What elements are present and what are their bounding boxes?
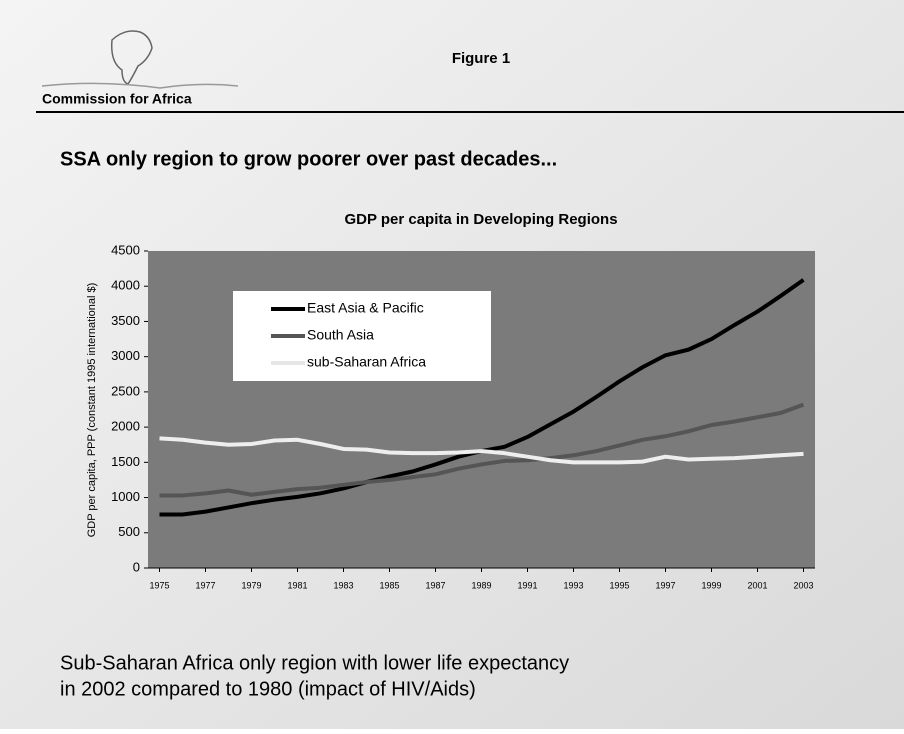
y-tick-label: 3500	[111, 313, 140, 328]
logo-africa	[110, 30, 153, 85]
headline: SSA only region to grow poorer over past…	[60, 148, 557, 170]
chart-title: GDP per capita in Developing Regions	[344, 211, 617, 228]
x-tick-label: 1999	[701, 580, 721, 590]
x-tick-label: 1993	[563, 580, 583, 590]
x-tick-label: 2003	[793, 580, 813, 590]
y-tick-label: 500	[118, 524, 140, 539]
x-tick-label: 1975	[149, 580, 169, 590]
legend-label: sub-Saharan Africa	[307, 354, 426, 370]
y-axis-label: GDP per capita, PPP (constant 1995 inter…	[86, 283, 98, 538]
y-tick-label: 2000	[111, 419, 140, 434]
x-tick-label: 1983	[333, 580, 353, 590]
x-tick-label: 1997	[655, 580, 675, 590]
y-tick-label: 2500	[111, 383, 140, 398]
logo-swoosh	[41, 82, 239, 89]
x-tick-label: 2001	[747, 580, 767, 590]
y-tick-label: 0	[133, 559, 140, 574]
series-line	[159, 402, 805, 498]
y-tick-label: 1000	[111, 489, 140, 504]
x-tick-label: 1985	[379, 580, 399, 590]
x-tick-label: 1987	[425, 580, 445, 590]
logo-text: Commission for Africa	[42, 91, 192, 107]
footer-line: in 2002 compared to 1980 (impact of HIV/…	[60, 678, 476, 700]
y-tick-label: 1500	[111, 454, 140, 469]
footer-line: Sub-Saharan Africa only region with lowe…	[60, 652, 569, 674]
x-tick-label: 1979	[241, 580, 261, 590]
x-tick-label: 1989	[471, 580, 491, 590]
y-tick-label: 4000	[111, 278, 140, 293]
y-tick-label: 4500	[111, 242, 140, 257]
series-line	[159, 436, 804, 465]
legend-label: South Asia	[307, 327, 374, 343]
y-tick-label: 3000	[111, 348, 140, 363]
x-tick-label: 1981	[287, 580, 307, 590]
x-tick-label: 1995	[609, 580, 629, 590]
x-tick-label: 1977	[195, 580, 215, 590]
x-tick-label: 1991	[517, 580, 537, 590]
figure-label: Figure 1	[452, 50, 510, 67]
legend-label: East Asia & Pacific	[307, 300, 424, 316]
